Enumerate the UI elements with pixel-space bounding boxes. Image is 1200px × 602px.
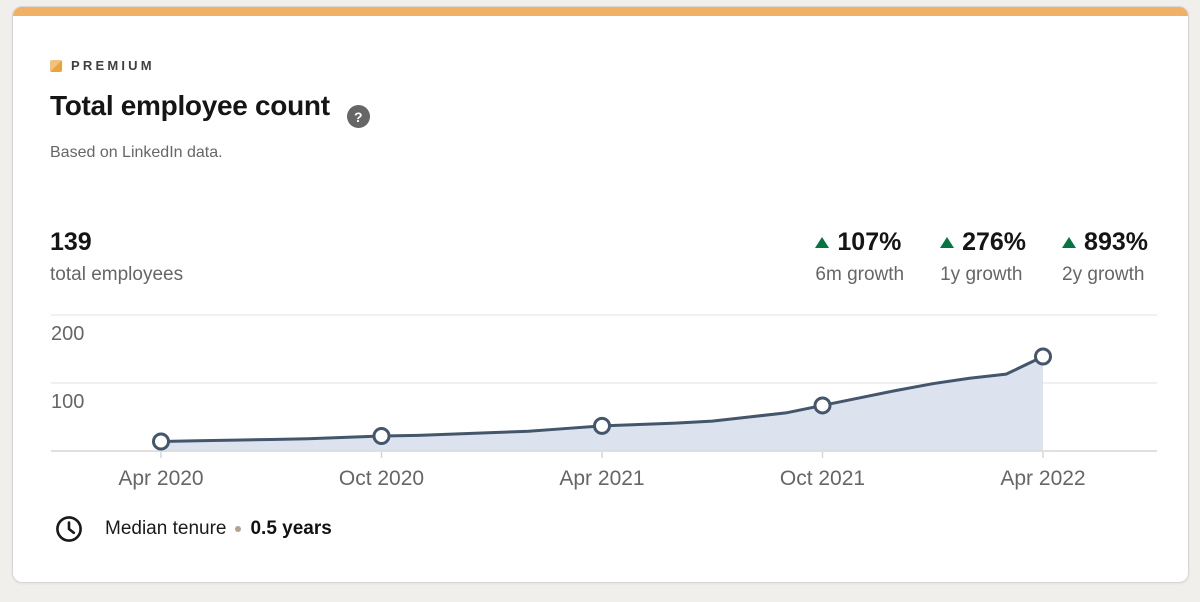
premium-icon [50,59,62,72]
median-tenure-row: Median tenure 0.5 years [55,515,332,543]
growth-label-1y: 1y growth [940,264,1023,285]
help-icon[interactable]: ? [346,105,370,128]
premium-accent-bar [13,7,1188,16]
growth-value-6m: 107% [837,227,902,256]
growth-stats: 107% 6m growth 276% 1y growth 893% 2y gr… [815,228,1148,286]
page-title: Total employee count [50,90,330,121]
title-row: Total employee count ? [50,85,370,128]
growth-up-icon [815,236,830,248]
separator-dot-icon [235,526,242,532]
growth-stat-1y: 276% 1y growth [940,228,1026,286]
svg-text:Oct 2020: Oct 2020 [339,467,424,490]
growth-value-2y: 893% [1084,227,1148,256]
employee-insights-card: PREMIUM Total employee count ? Based on … [12,6,1189,583]
median-tenure-text: Median tenure 0.5 years [105,518,332,540]
employee-count-label: total employees [50,264,184,285]
employee-count-chart[interactable]: 200 100 Apr 2020 Oct 2020 Apr 2021 Oct 2021 Ap… [13,301,1189,501]
growth-stat-6m: 107% 6m growth [815,228,904,286]
premium-label: PREMIUM [71,58,155,73]
employee-count-value: 139 [50,228,92,256]
svg-text:Apr 2022: Apr 2022 [1000,467,1085,490]
growth-up-icon [1062,236,1077,248]
subtitle: Based on LinkedIn data. [50,144,223,161]
growth-up-icon [940,236,955,248]
svg-text:Apr 2021: Apr 2021 [559,467,644,490]
svg-text:Oct 2021: Oct 2021 [780,467,865,490]
median-tenure-value: 0.5 years [250,518,332,539]
svg-text:Apr 2020: Apr 2020 [118,467,203,490]
growth-stat-2y: 893% 2y growth [1062,228,1148,286]
premium-badge: PREMIUM [50,58,155,73]
stats-row: 139 total employees 107% 6m growth 276% … [50,228,1148,286]
growth-label-6m: 6m growth [815,264,905,285]
growth-value-1y: 276% [962,227,1027,256]
median-tenure-label: Median tenure [105,518,227,539]
svg-text:200: 200 [51,323,84,345]
svg-text:100: 100 [51,391,84,413]
growth-label-2y: 2y growth [1062,264,1145,285]
clock-icon [55,515,83,543]
employee-count-stat: 139 total employees [50,228,183,286]
